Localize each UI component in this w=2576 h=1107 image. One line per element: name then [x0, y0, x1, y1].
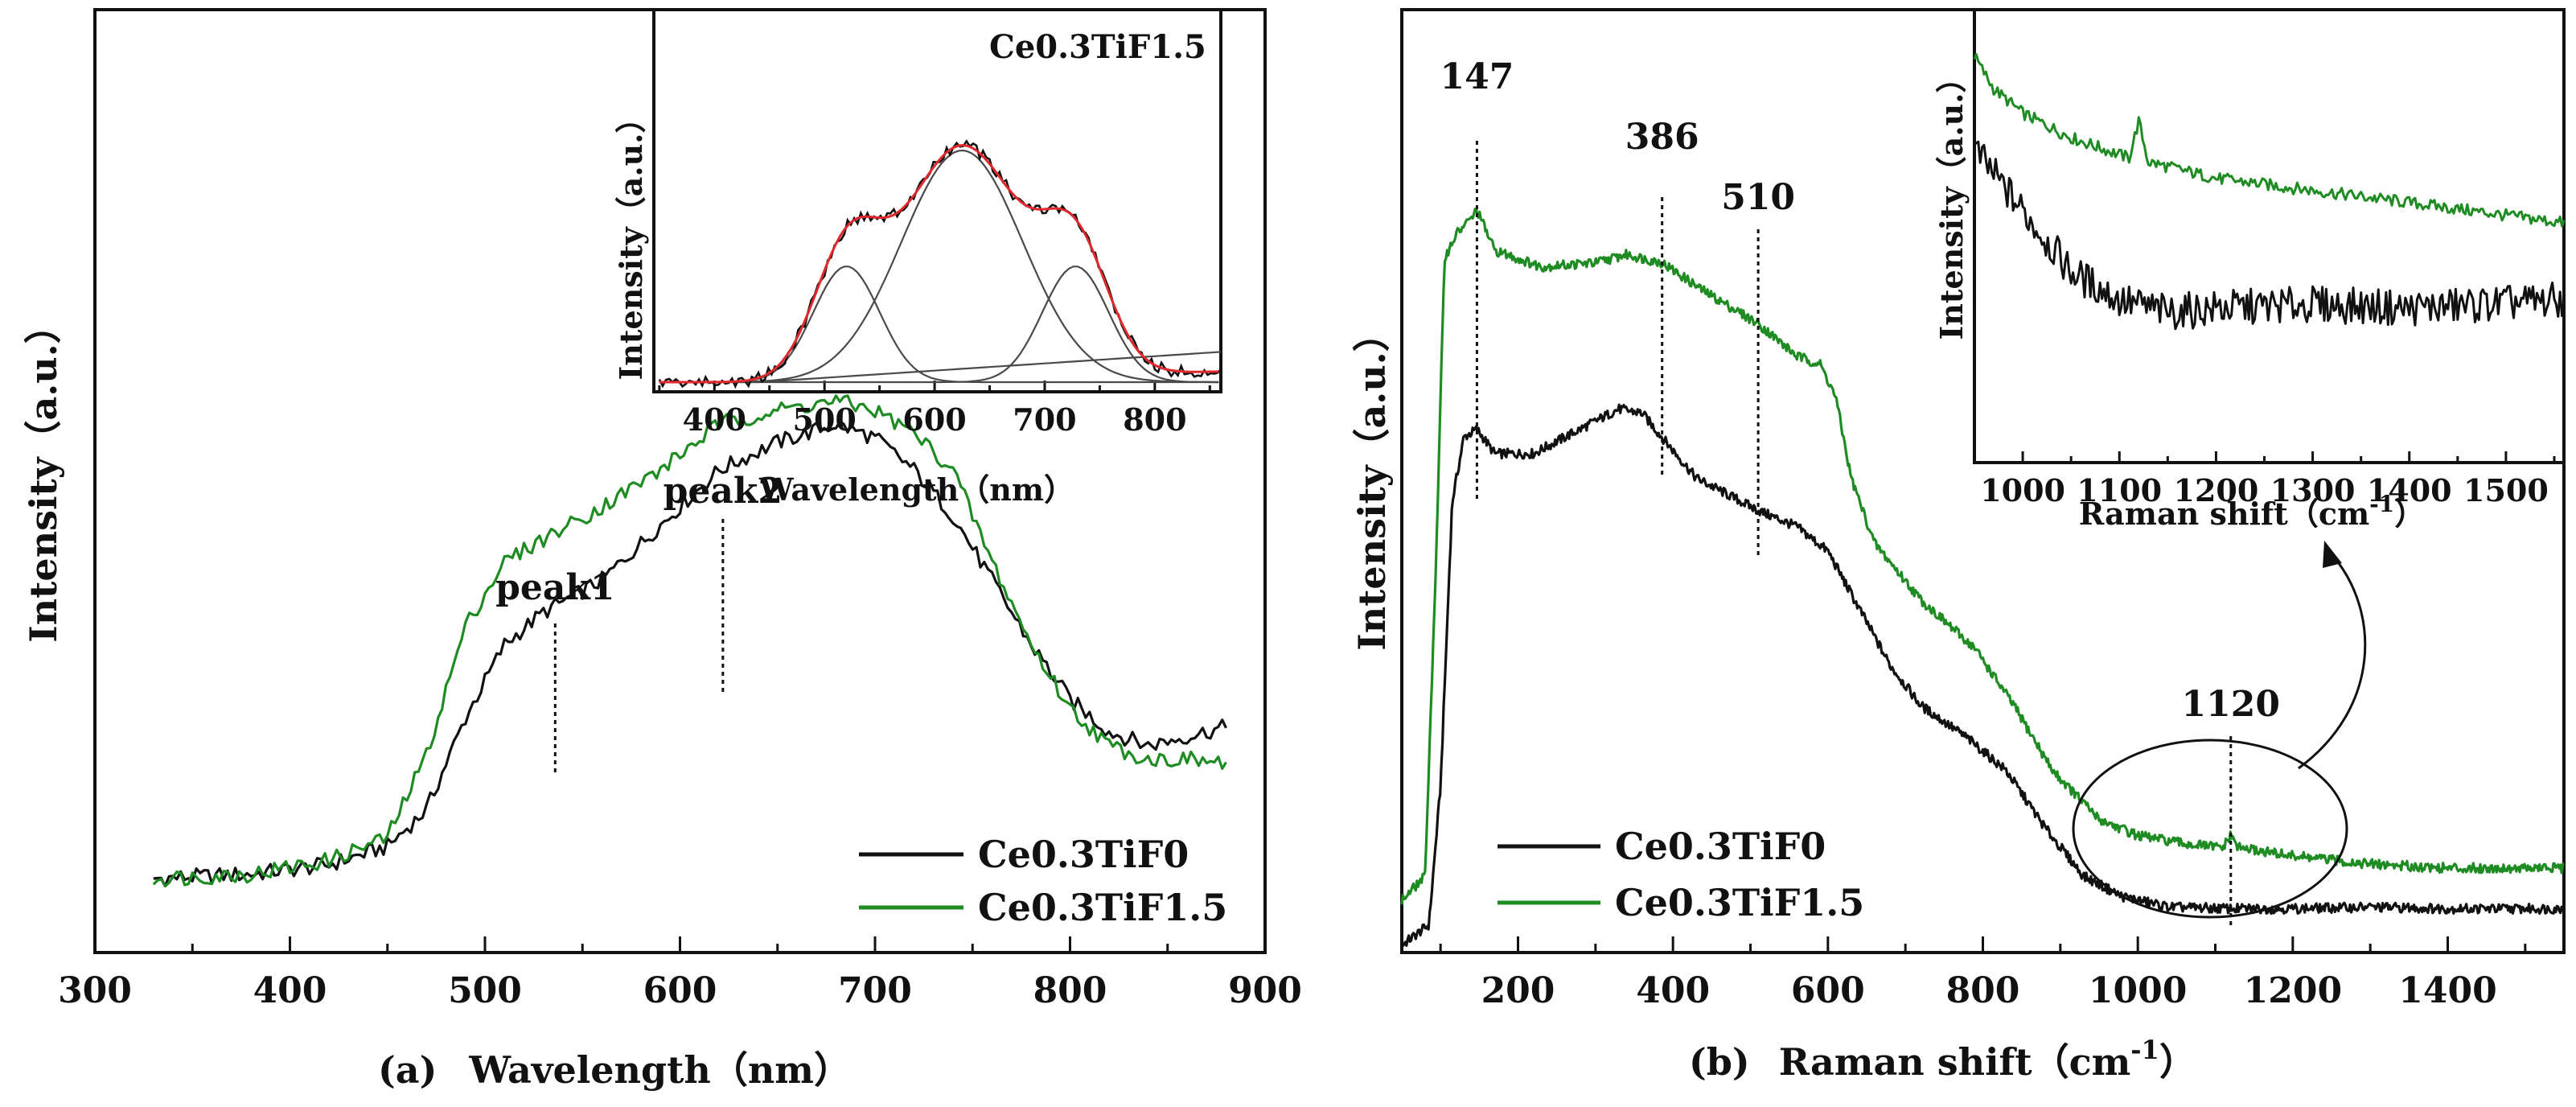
panel-b-x-tick-label: 1000 [2089, 970, 2187, 1011]
panel-a-series-line-0 [153, 420, 1227, 887]
panel-b-caption: (b) Raman shift（cm-1） [1689, 1035, 2196, 1084]
panel-a-legend-label-1: Ce0.3TiF1.5 [978, 886, 1227, 929]
panel-b-x-tick-label: 1400 [2398, 970, 2496, 1011]
panel-a-annotation-peak1: peak1 [495, 567, 614, 608]
panel-b-inset-series-line-1 [1974, 140, 2566, 331]
panel-a-y-label: Intensity（a.u.） [22, 307, 65, 643]
panel-b-legend-label-1: Ce0.3TiF1.5 [1615, 881, 1864, 924]
panel-a-ticks [93, 936, 1267, 953]
panel-b-inset-x-tick-label: 1400 [2367, 472, 2452, 508]
panel-a-inset-fit-peak-3 [659, 265, 1219, 384]
panel-b-inset-x-tick-labels: 1000 1100 1200 1300 1400 1500 [1980, 472, 2549, 508]
panel-b-annotation-510: 510 [1721, 177, 1795, 218]
panel-b-inset-y-label: Intensity（a.u.） [1933, 63, 1970, 340]
panel-b-inset: 1000 1100 1200 1300 1400 1500 Raman shift（cm-… [1933, 8, 2566, 532]
panel-b-x-label: Raman shift（cm [1779, 1040, 2131, 1084]
panel-a-inset-curves [658, 139, 1222, 389]
panel-b-x-tick-labels: 200 400 600 800 1000 1200 1400 [1481, 970, 2497, 1011]
panel-b-inset-x-tick-label: 1500 [2463, 472, 2549, 508]
panel-a-series [152, 394, 1227, 888]
panel-b-inset-ticks [1973, 451, 2556, 463]
panel-b-annotation-1120: 1120 [2182, 684, 2280, 725]
panel-a-legend: Ce0.3TiF0 Ce0.3TiF1.5 [859, 833, 1227, 929]
panel-b-x-tick-label: 800 [1946, 970, 2020, 1011]
panel-a-inset-x-tick-label: 400 [683, 401, 746, 438]
panel-a-series-line-1 [152, 394, 1227, 888]
panel-a-x-tick-labels: 300 400 500 600 700 800 900 [58, 970, 1302, 1011]
panel-a-x-tick-label: 800 [1033, 970, 1107, 1011]
panel-a-inset-title: Ce0.3TiF1.5 [989, 28, 1206, 66]
panel-b-inset-series [1973, 53, 2566, 331]
panel-b-caption-prefix: (b) [1689, 1040, 1750, 1084]
panel-a-inset-frame [652, 8, 1222, 393]
panel-b-arrowhead-icon [2323, 541, 2342, 568]
panel-b-annotations: 147 386 510 1120 [1440, 56, 2280, 929]
panel-a-x-tick-label: 500 [448, 970, 522, 1011]
panel-a-annotations: peak1 peak2 [495, 471, 783, 772]
panel-b-highlight-arrow [2298, 554, 2367, 770]
panel-a-x-tick-label: 900 [1228, 970, 1302, 1011]
panel-b-series-line-0 [1400, 403, 2566, 948]
panel-b-x-tick-label: 200 [1481, 970, 1555, 1011]
panel-b-inset-x-tick-label: 1300 [2270, 472, 2356, 508]
panel-a-caption-prefix: (a) [378, 1048, 437, 1092]
panel-b-annotation-147: 147 [1440, 56, 1514, 97]
panel-b-series-line-1 [1400, 207, 2565, 905]
panel-b-inset-x-tick-label: 1200 [2174, 472, 2259, 508]
panel-b-x-label-end: ） [2159, 1040, 2196, 1084]
panel-b-inset-x-label-sup: -1 [2369, 491, 2394, 517]
panel-a-annotation-peak2: peak2 [664, 471, 783, 512]
panel-b-inset-x-label-main: Raman shift（cm [2079, 496, 2369, 532]
panel-b-series [1400, 207, 2566, 948]
panel-a-inset-x-tick-label: 600 [902, 401, 966, 438]
panel-b-inset-frame [1973, 8, 2566, 464]
panel-b-y-label: Intensity（a.u.） [1350, 315, 1394, 651]
panel-a-inset-y-label: Intensity（a.u.） [613, 103, 649, 381]
panel-a-legend-label-0: Ce0.3TiF0 [978, 833, 1189, 876]
panel-a-inset-fit-curve [659, 143, 1219, 384]
panel-b-x-tick-label: 600 [1791, 970, 1865, 1011]
panel-a-inset-x-tick-labels: 400 500 600 700 800 [683, 401, 1187, 438]
panel-b-annotation-386: 386 [1625, 117, 1699, 158]
panel-a-x-tick-label: 300 [58, 970, 132, 1011]
panel-a-inset-x-tick-label: 800 [1123, 401, 1186, 438]
panel-a-inset-x-tick-label: 500 [793, 401, 857, 438]
panel-b-x-tick-label: 400 [1636, 970, 1710, 1011]
panel-b-highlight-ellipse [2072, 739, 2348, 919]
panel-a-inset-x-tick-label: 700 [1013, 401, 1076, 438]
panel-b-inset-series-line-0 [1973, 53, 2566, 228]
panel-b-inset-x-tick-label: 1000 [1980, 472, 2065, 508]
panel-b: 200 400 600 800 1000 1200 1400 147 386 510 1120 I… [1350, 8, 2566, 1084]
panel-b-inset-x-label: Raman shift（cm-1） [2079, 491, 2426, 532]
panel-a-caption: (a) Wavelength（nm） [378, 1048, 851, 1092]
panel-b-legend: Ce0.3TiF0 Ce0.3TiF1.5 [1498, 825, 1864, 924]
panel-a-inset-x-label: Wavelength（nm） [758, 471, 1074, 508]
panel-b-x-tick-label: 1200 [2244, 970, 2342, 1011]
panel-a: 300 400 500 600 700 800 900 peak1 peak2 Intensi… [22, 8, 1302, 1092]
panel-a-x-tick-label: 600 [643, 970, 717, 1011]
panel-a-x-tick-label: 400 [253, 970, 327, 1011]
panel-b-inset-x-label-end: ） [2394, 496, 2425, 532]
panel-a-inset: 400 500 600 700 800 Ce0.3TiF1.5 Wavelength（n… [613, 8, 1222, 508]
panel-a-x-label: Wavelength（nm） [468, 1048, 851, 1092]
panel-b-legend-label-0: Ce0.3TiF0 [1615, 825, 1826, 868]
panel-b-inset-x-tick-label: 1100 [2077, 472, 2162, 508]
panel-b-ticks [1439, 936, 2527, 953]
panel-a-x-tick-label: 700 [838, 970, 912, 1011]
panel-b-x-label-sup: -1 [2130, 1035, 2159, 1065]
